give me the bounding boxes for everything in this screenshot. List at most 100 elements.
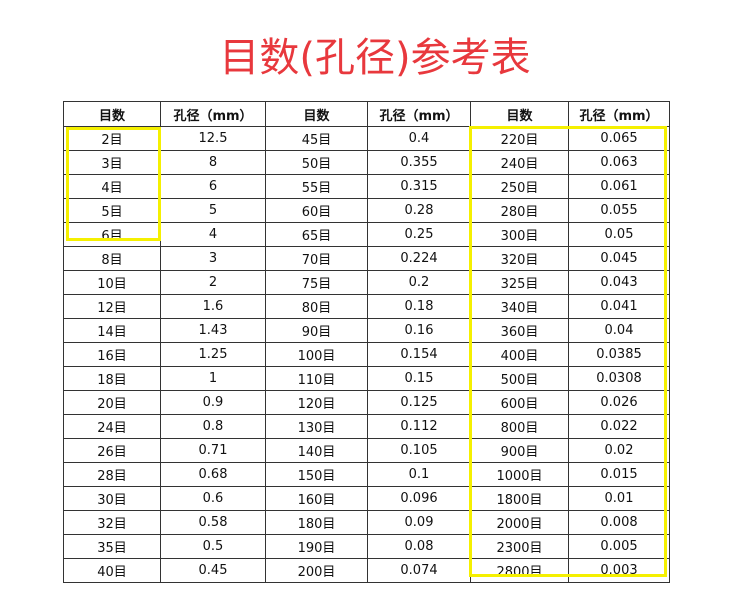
table-cell: 1000目 xyxy=(470,462,569,487)
table-row: 10目 2 75目 0.2 325目 0.043 xyxy=(63,270,670,295)
table-cell: 180目 xyxy=(265,510,368,535)
header-cell: 目数 xyxy=(265,101,368,127)
table-cell: 190目 xyxy=(265,534,368,559)
table-row: 16目 1.25 100目 0.154 400目 0.0385 xyxy=(63,342,670,367)
table-cell: 12目 xyxy=(63,294,161,319)
table-cell: 325目 xyxy=(470,270,569,295)
table-cell: 55目 xyxy=(265,174,368,199)
table-cell: 0.28 xyxy=(367,198,471,223)
table-cell: 1.6 xyxy=(160,294,266,319)
table-cell: 280目 xyxy=(470,198,569,223)
table-cell: 0.015 xyxy=(568,462,670,487)
table-cell: 2目 xyxy=(63,126,161,151)
table-cell: 0.055 xyxy=(568,198,670,223)
table-cell: 70目 xyxy=(265,246,368,271)
table-cell: 0.05 xyxy=(568,222,670,247)
table-cell: 0.105 xyxy=(367,438,471,463)
header-cell: 目数 xyxy=(63,101,161,127)
table-cell: 30目 xyxy=(63,486,161,511)
table-cell: 1800目 xyxy=(470,486,569,511)
table-cell: 0.315 xyxy=(367,174,471,199)
table-row: 40目 0.45 200目 0.074 2800目 0.003 xyxy=(63,558,670,583)
table-cell: 140目 xyxy=(265,438,368,463)
table-cell: 32目 xyxy=(63,510,161,535)
table-cell: 2000目 xyxy=(470,510,569,535)
table-cell: 50目 xyxy=(265,150,368,175)
table-cell: 10目 xyxy=(63,270,161,295)
table-cell: 6 xyxy=(160,174,266,199)
table-cell: 220目 xyxy=(470,126,569,151)
table-cell: 0.04 xyxy=(568,318,670,343)
table-cell: 160目 xyxy=(265,486,368,511)
header-cell: 孔径（mm） xyxy=(160,101,266,127)
table-cell: 0.71 xyxy=(160,438,266,463)
table-row: 8目 3 70目 0.224 320目 0.045 xyxy=(63,246,670,271)
title: 目数(孔径)参考表 xyxy=(219,35,531,81)
table-cell: 0.08 xyxy=(367,534,471,559)
table-cell: 900目 xyxy=(470,438,569,463)
table-cell: 400目 xyxy=(470,342,569,367)
table-cell: 0.01 xyxy=(568,486,670,511)
table-cell: 240目 xyxy=(470,150,569,175)
table-cell: 5目 xyxy=(63,198,161,223)
table-cell: 0.003 xyxy=(568,558,670,583)
table-cell: 0.008 xyxy=(568,510,670,535)
table-cell: 3 xyxy=(160,246,266,271)
table-cell: 0.074 xyxy=(367,558,471,583)
table-cell: 300目 xyxy=(470,222,569,247)
table-cell: 130目 xyxy=(265,414,368,439)
table-row: 2目 12.5 45目 0.4 220目 0.065 xyxy=(63,126,670,151)
table-cell: 24目 xyxy=(63,414,161,439)
table-cell: 0.2 xyxy=(367,270,471,295)
table-cell: 0.096 xyxy=(367,486,471,511)
table-cell: 8 xyxy=(160,150,266,175)
table-cell: 0.041 xyxy=(568,294,670,319)
table-cell: 0.0308 xyxy=(568,366,670,391)
table-cell: 90目 xyxy=(265,318,368,343)
table-row: 6目 4 65目 0.25 300目 0.05 xyxy=(63,222,670,247)
table-cell: 2 xyxy=(160,270,266,295)
header-row: 目数 孔径（mm） 目数 孔径（mm） 目数 孔径（mm） xyxy=(63,101,670,127)
table-cell: 3目 xyxy=(63,150,161,175)
table-body: 2目 12.5 45目 0.4 220目 0.065 3目 8 50目 0.355 240目 0.06… xyxy=(63,126,670,583)
table-cell: 0.8 xyxy=(160,414,266,439)
table-cell: 8目 xyxy=(63,246,161,271)
table-cell: 0.18 xyxy=(367,294,471,319)
table-row: 28目 0.68 150目 0.1 1000目 0.015 xyxy=(63,462,670,487)
table-cell: 0.45 xyxy=(160,558,266,583)
table-cell: 0.0385 xyxy=(568,342,670,367)
table-cell: 0.68 xyxy=(160,462,266,487)
table-cell: 0.4 xyxy=(367,126,471,151)
table-cell: 0.09 xyxy=(367,510,471,535)
table-cell: 0.1 xyxy=(367,462,471,487)
table-cell: 200目 xyxy=(265,558,368,583)
table-cell: 0.043 xyxy=(568,270,670,295)
table-cell: 0.154 xyxy=(367,342,471,367)
table-cell: 75目 xyxy=(265,270,368,295)
table-cell: 0.063 xyxy=(568,150,670,175)
table-cell: 500目 xyxy=(470,366,569,391)
mesh-table: 目数 孔径（mm） 目数 孔径（mm） 目数 孔径（mm） 2目 12.5 45目 0.4 220… xyxy=(63,101,670,583)
table-cell: 4目 xyxy=(63,174,161,199)
table-row: 26目 0.71 140目 0.105 900目 0.02 xyxy=(63,438,670,463)
table-cell: 1.43 xyxy=(160,318,266,343)
header-cell: 孔径（mm） xyxy=(367,101,471,127)
table-cell: 320目 xyxy=(470,246,569,271)
table-cell: 0.15 xyxy=(367,366,471,391)
table-row: 20目 0.9 120目 0.125 600目 0.026 xyxy=(63,390,670,415)
table-cell: 0.224 xyxy=(367,246,471,271)
table-cell: 40目 xyxy=(63,558,161,583)
table-cell: 0.112 xyxy=(367,414,471,439)
table-row: 5目 5 60目 0.28 280目 0.055 xyxy=(63,198,670,223)
table-cell: 20目 xyxy=(63,390,161,415)
table-cell: 80目 xyxy=(265,294,368,319)
table-cell: 1.25 xyxy=(160,342,266,367)
table-row: 12目 1.6 80目 0.18 340目 0.041 xyxy=(63,294,670,319)
table-cell: 12.5 xyxy=(160,126,266,151)
table-cell: 14目 xyxy=(63,318,161,343)
table-cell: 0.5 xyxy=(160,534,266,559)
table-cell: 800目 xyxy=(470,414,569,439)
table-cell: 2300目 xyxy=(470,534,569,559)
table-row: 32目 0.58 180目 0.09 2000目 0.008 xyxy=(63,510,670,535)
